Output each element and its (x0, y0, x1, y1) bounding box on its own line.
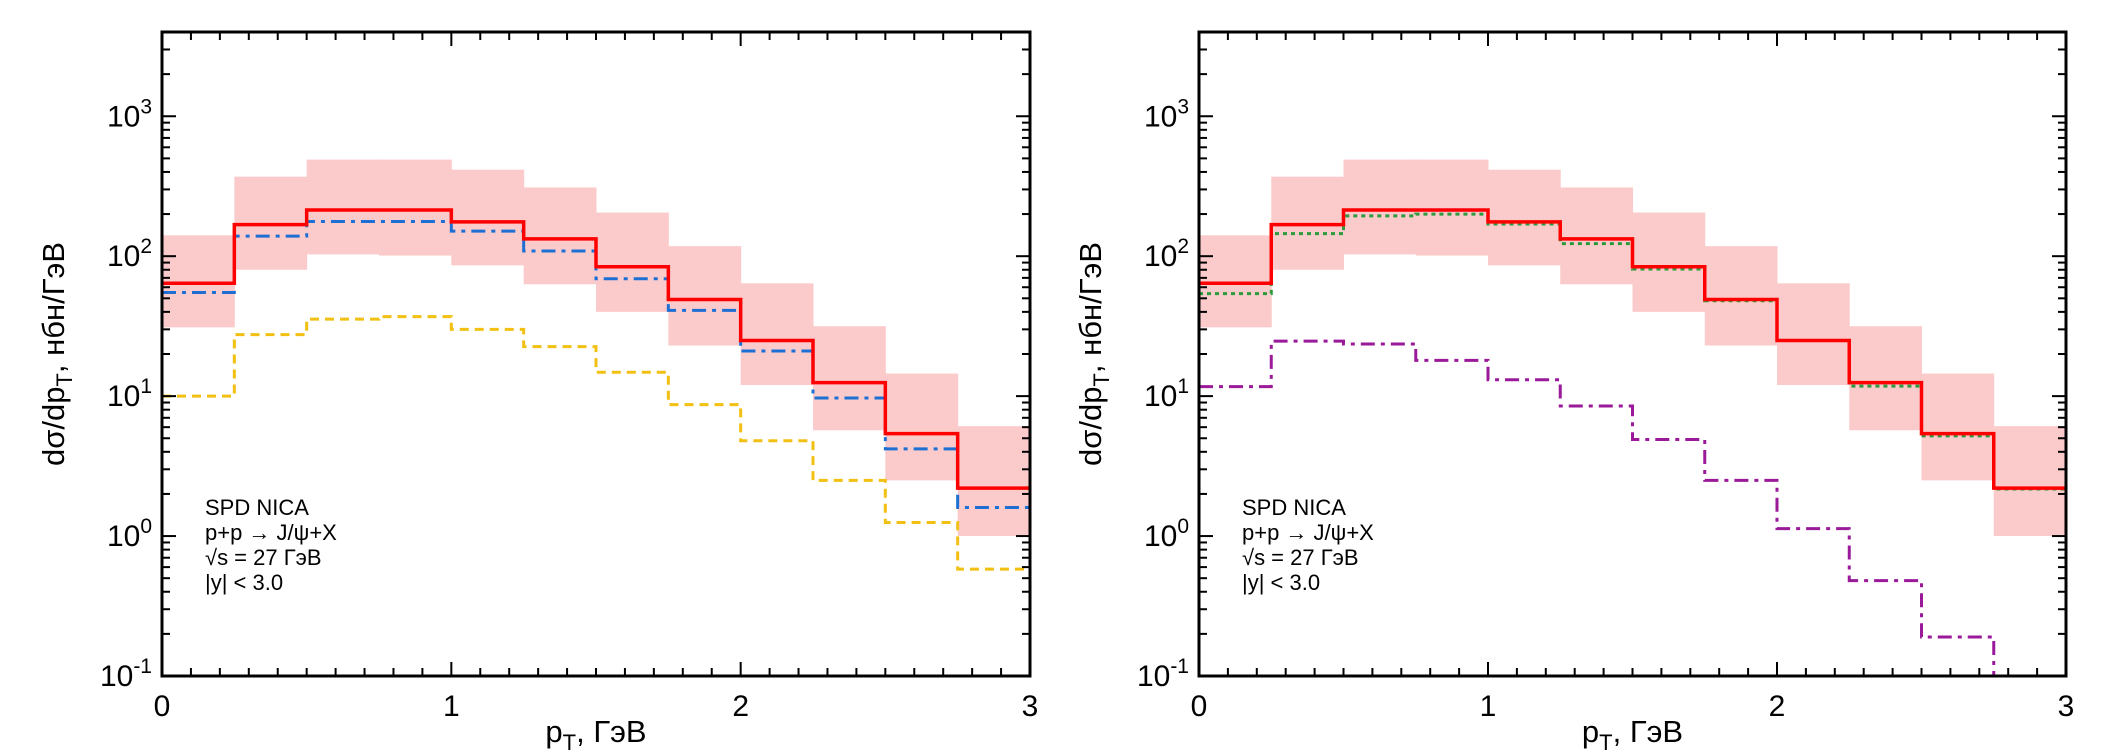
plot-frame (1197, 30, 2068, 678)
y-label-main: dσ/dp (36, 387, 71, 466)
y-tick-label: 100 (1144, 515, 1189, 553)
annotation-line: |y| < 3.0 (205, 570, 283, 595)
y-tick-label: 102 (107, 235, 152, 273)
annotation-line: p+p → J/ψ+X (205, 520, 337, 545)
y-tick-exponent: 3 (140, 95, 152, 118)
y-label-sub: T (52, 373, 77, 386)
annotation-line: √s = 27 ГэВ (1242, 545, 1359, 570)
y-tick-base: 10 (107, 380, 140, 413)
histogram-line-solid (1199, 208, 2066, 490)
y-tick-base: 10 (107, 100, 140, 133)
uncertainty-band-bin (668, 246, 742, 346)
y-tick-exponent: -1 (1170, 655, 1189, 678)
x-tick-label: 1 (443, 690, 460, 723)
y-tick-label: 100 (107, 515, 152, 553)
uncertainty-band-bin (885, 373, 959, 481)
histogram-line-dashed (162, 315, 1030, 571)
x-tick-label: 3 (1022, 690, 1039, 723)
x-label-main: p (1582, 714, 1599, 749)
y-tick-label: 101 (107, 375, 152, 413)
uncertainty-band-bin (740, 283, 814, 386)
y-tick-label: 103 (1144, 95, 1189, 133)
uncertainty-band-bin (379, 159, 452, 256)
x-label-sub: T (1599, 730, 1612, 753)
y-tick-base: 10 (1144, 380, 1177, 413)
plot-area (162, 159, 1030, 571)
y-tick-label: 10-1 (100, 655, 152, 693)
y-label-main: dσ/dp (1073, 387, 1108, 466)
uncertainty-band-bin (1777, 283, 1850, 386)
y-tick-base: 10 (1144, 100, 1177, 133)
y-tick-base: 10 (100, 660, 133, 693)
x-tick-label: 0 (154, 690, 171, 723)
uncertainty-band-bin (1993, 426, 2066, 537)
y-tick-label: 103 (107, 95, 152, 133)
x-label-sub: T (563, 730, 576, 753)
y-tick-exponent: 2 (1177, 235, 1189, 258)
uncertainty-band-bin (1343, 159, 1417, 255)
y-tick-base: 10 (107, 520, 140, 553)
y-tick-exponent: 2 (140, 235, 152, 258)
uncertainty-band-bin (523, 187, 597, 285)
x-label-unit: , ГэВ (576, 714, 647, 749)
uncertainty-band-bin (162, 235, 235, 328)
annotation-line: SPD NICA (1242, 495, 1346, 520)
x-label-unit: , ГэВ (1613, 714, 1684, 749)
uncertainty-band-bin (451, 169, 525, 266)
y-label-unit: , нбн/ГэВ (36, 242, 71, 373)
x-tick-label: 1 (1480, 690, 1497, 723)
annotation-line: p+p → J/ψ+X (1242, 520, 1374, 545)
uncertainty-band-bin (957, 426, 1030, 537)
x-tick-label: 2 (1769, 690, 1786, 723)
uncertainty-band-bin (306, 159, 380, 255)
uncertainty-band-bin (1560, 187, 1633, 285)
y-label-unit: , нбн/ГэВ (1073, 242, 1108, 373)
y-tick-label: 101 (1144, 375, 1189, 413)
x-tick-label: 2 (732, 690, 749, 723)
uncertainty-band-bin (596, 212, 669, 312)
plot-frame (160, 30, 1032, 678)
histogram-line-dash-dot (1199, 339, 1996, 676)
y-axis-label: dσ/dpT, нбн/ГэВ (36, 242, 77, 466)
uncertainty-band-bin (1921, 373, 1995, 481)
uncertainty-band-bin (1199, 235, 1272, 328)
y-tick-base: 10 (1144, 240, 1177, 273)
uncertainty-band-bin (813, 326, 886, 431)
y-tick-label: 102 (1144, 235, 1189, 273)
annotation-line: √s = 27 ГэВ (205, 545, 322, 570)
y-tick-exponent: 0 (1177, 515, 1189, 538)
y-tick-exponent: 1 (1177, 375, 1189, 398)
y-tick-exponent: 0 (140, 515, 152, 538)
y-tick-exponent: -1 (133, 655, 152, 678)
annotation-line: |y| < 3.0 (1242, 570, 1320, 595)
y-tick-base: 10 (1144, 520, 1177, 553)
y-tick-base: 10 (107, 240, 140, 273)
y-tick-base: 10 (1137, 660, 1170, 693)
y-axis-label: dσ/dpT, нбн/ГэВ (1073, 242, 1114, 466)
x-axis-label: pT, ГэВ (1582, 714, 1683, 753)
x-tick-label: 0 (1191, 690, 1208, 723)
y-tick-label: 10-1 (1137, 655, 1189, 693)
uncertainty-band-bin (1632, 212, 1706, 312)
uncertainty-band-bin (1415, 159, 1489, 256)
annotation-line: SPD NICA (205, 495, 309, 520)
y-label-sub: T (1089, 373, 1114, 386)
y-tick-exponent: 1 (140, 375, 152, 398)
x-axis-label: pT, ГэВ (545, 714, 646, 753)
histogram-line-solid (162, 208, 1030, 490)
y-tick-exponent: 3 (1177, 95, 1189, 118)
uncertainty-band-bin (1488, 169, 1561, 266)
plot-area (1199, 159, 2066, 676)
x-label-main: p (545, 714, 562, 749)
uncertainty-band-bin (1704, 246, 1778, 346)
x-tick-label: 3 (2058, 690, 2075, 723)
uncertainty-band-bin (1849, 326, 1922, 431)
